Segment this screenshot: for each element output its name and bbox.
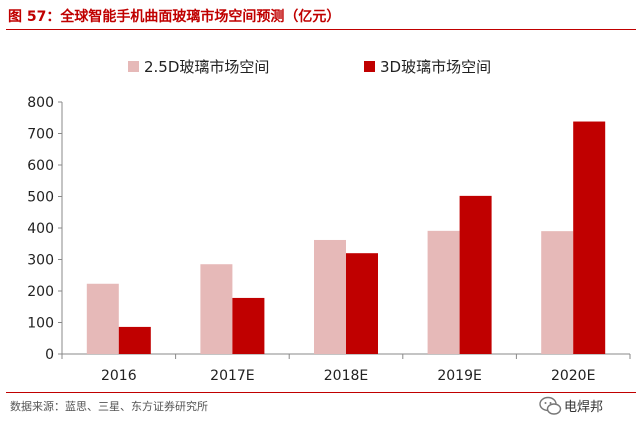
bar-2_5d <box>427 230 460 354</box>
bar-3d <box>459 195 492 354</box>
y-tick-label: 800 <box>27 95 54 111</box>
bar-chart: 2.5D玻璃市场空间 3D玻璃市场空间 0 100 200 300 400 500 600 70… <box>27 58 631 384</box>
chart-legend: 2.5D玻璃市场空间 3D玻璃市场空间 <box>128 58 491 76</box>
title-divider <box>6 29 636 30</box>
x-axis: 2016 2017E 2018E 2019E 2020E <box>61 353 631 384</box>
y-axis: 0 100 200 300 400 500 600 700 800 <box>27 95 63 363</box>
legend-swatch <box>364 61 375 72</box>
y-tick-label: 600 <box>27 158 54 174</box>
y-tick-label: 100 <box>27 316 54 332</box>
x-tick-label: 2017E <box>210 368 254 384</box>
x-tick-label: 2018E <box>324 368 368 384</box>
y-tick-label: 0 <box>45 347 54 363</box>
y-tick-label: 700 <box>27 127 54 143</box>
source-note: 数据来源：蓝思、三星、东方证券研究所 <box>10 400 208 413</box>
x-tick-label: 2016 <box>101 368 137 384</box>
bar-2_5d <box>314 239 346 354</box>
legend-label: 3D玻璃市场空间 <box>380 58 491 76</box>
bar-2_5d <box>541 231 574 354</box>
bar-3d <box>118 326 151 354</box>
bar-3d <box>346 253 378 354</box>
legend-swatch <box>128 61 139 72</box>
watermark: 电焊邦 <box>536 394 636 418</box>
bar-2_5d <box>200 264 233 354</box>
chart-bars <box>86 121 606 354</box>
bar-2_5d <box>86 283 119 354</box>
bar-3d <box>573 121 606 354</box>
watermark-text: 电焊邦 <box>564 400 604 415</box>
y-tick-label: 300 <box>27 253 54 269</box>
footer-divider <box>6 392 636 393</box>
x-tick-label: 2020E <box>551 368 595 384</box>
y-tick-label: 500 <box>27 190 54 206</box>
x-tick-label: 2019E <box>437 368 481 384</box>
figure-title: 图 57：全球智能手机曲面玻璃市场空间预测（亿元） <box>8 9 341 25</box>
y-tick-label: 200 <box>27 284 54 300</box>
wechat-icon <box>539 396 562 415</box>
y-tick-label: 400 <box>27 221 54 237</box>
legend-label: 2.5D玻璃市场空间 <box>144 58 269 76</box>
bar-3d <box>232 297 265 354</box>
